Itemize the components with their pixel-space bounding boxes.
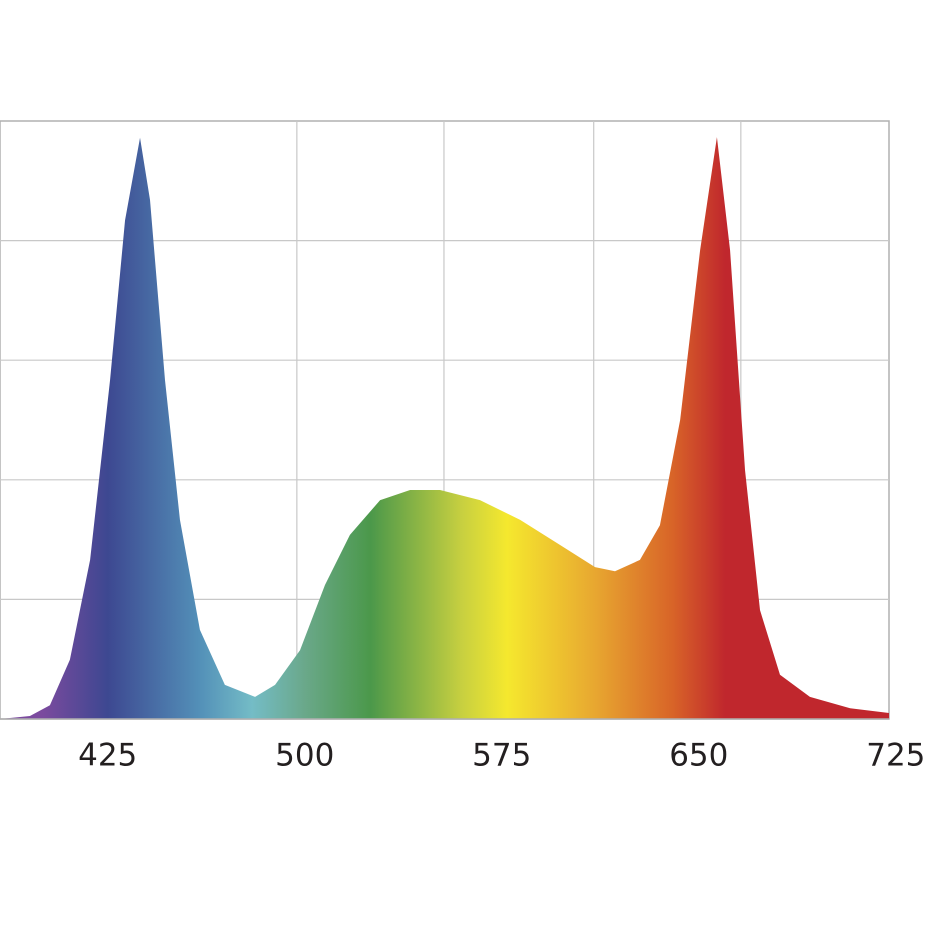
x-tick-label: 725 [866, 738, 925, 774]
x-tick-label: 650 [669, 738, 728, 774]
x-tick-label: 500 [275, 738, 334, 774]
spectrum-area [0, 137, 889, 719]
x-tick-label: 425 [78, 738, 137, 774]
x-tick-label: 575 [472, 738, 531, 774]
